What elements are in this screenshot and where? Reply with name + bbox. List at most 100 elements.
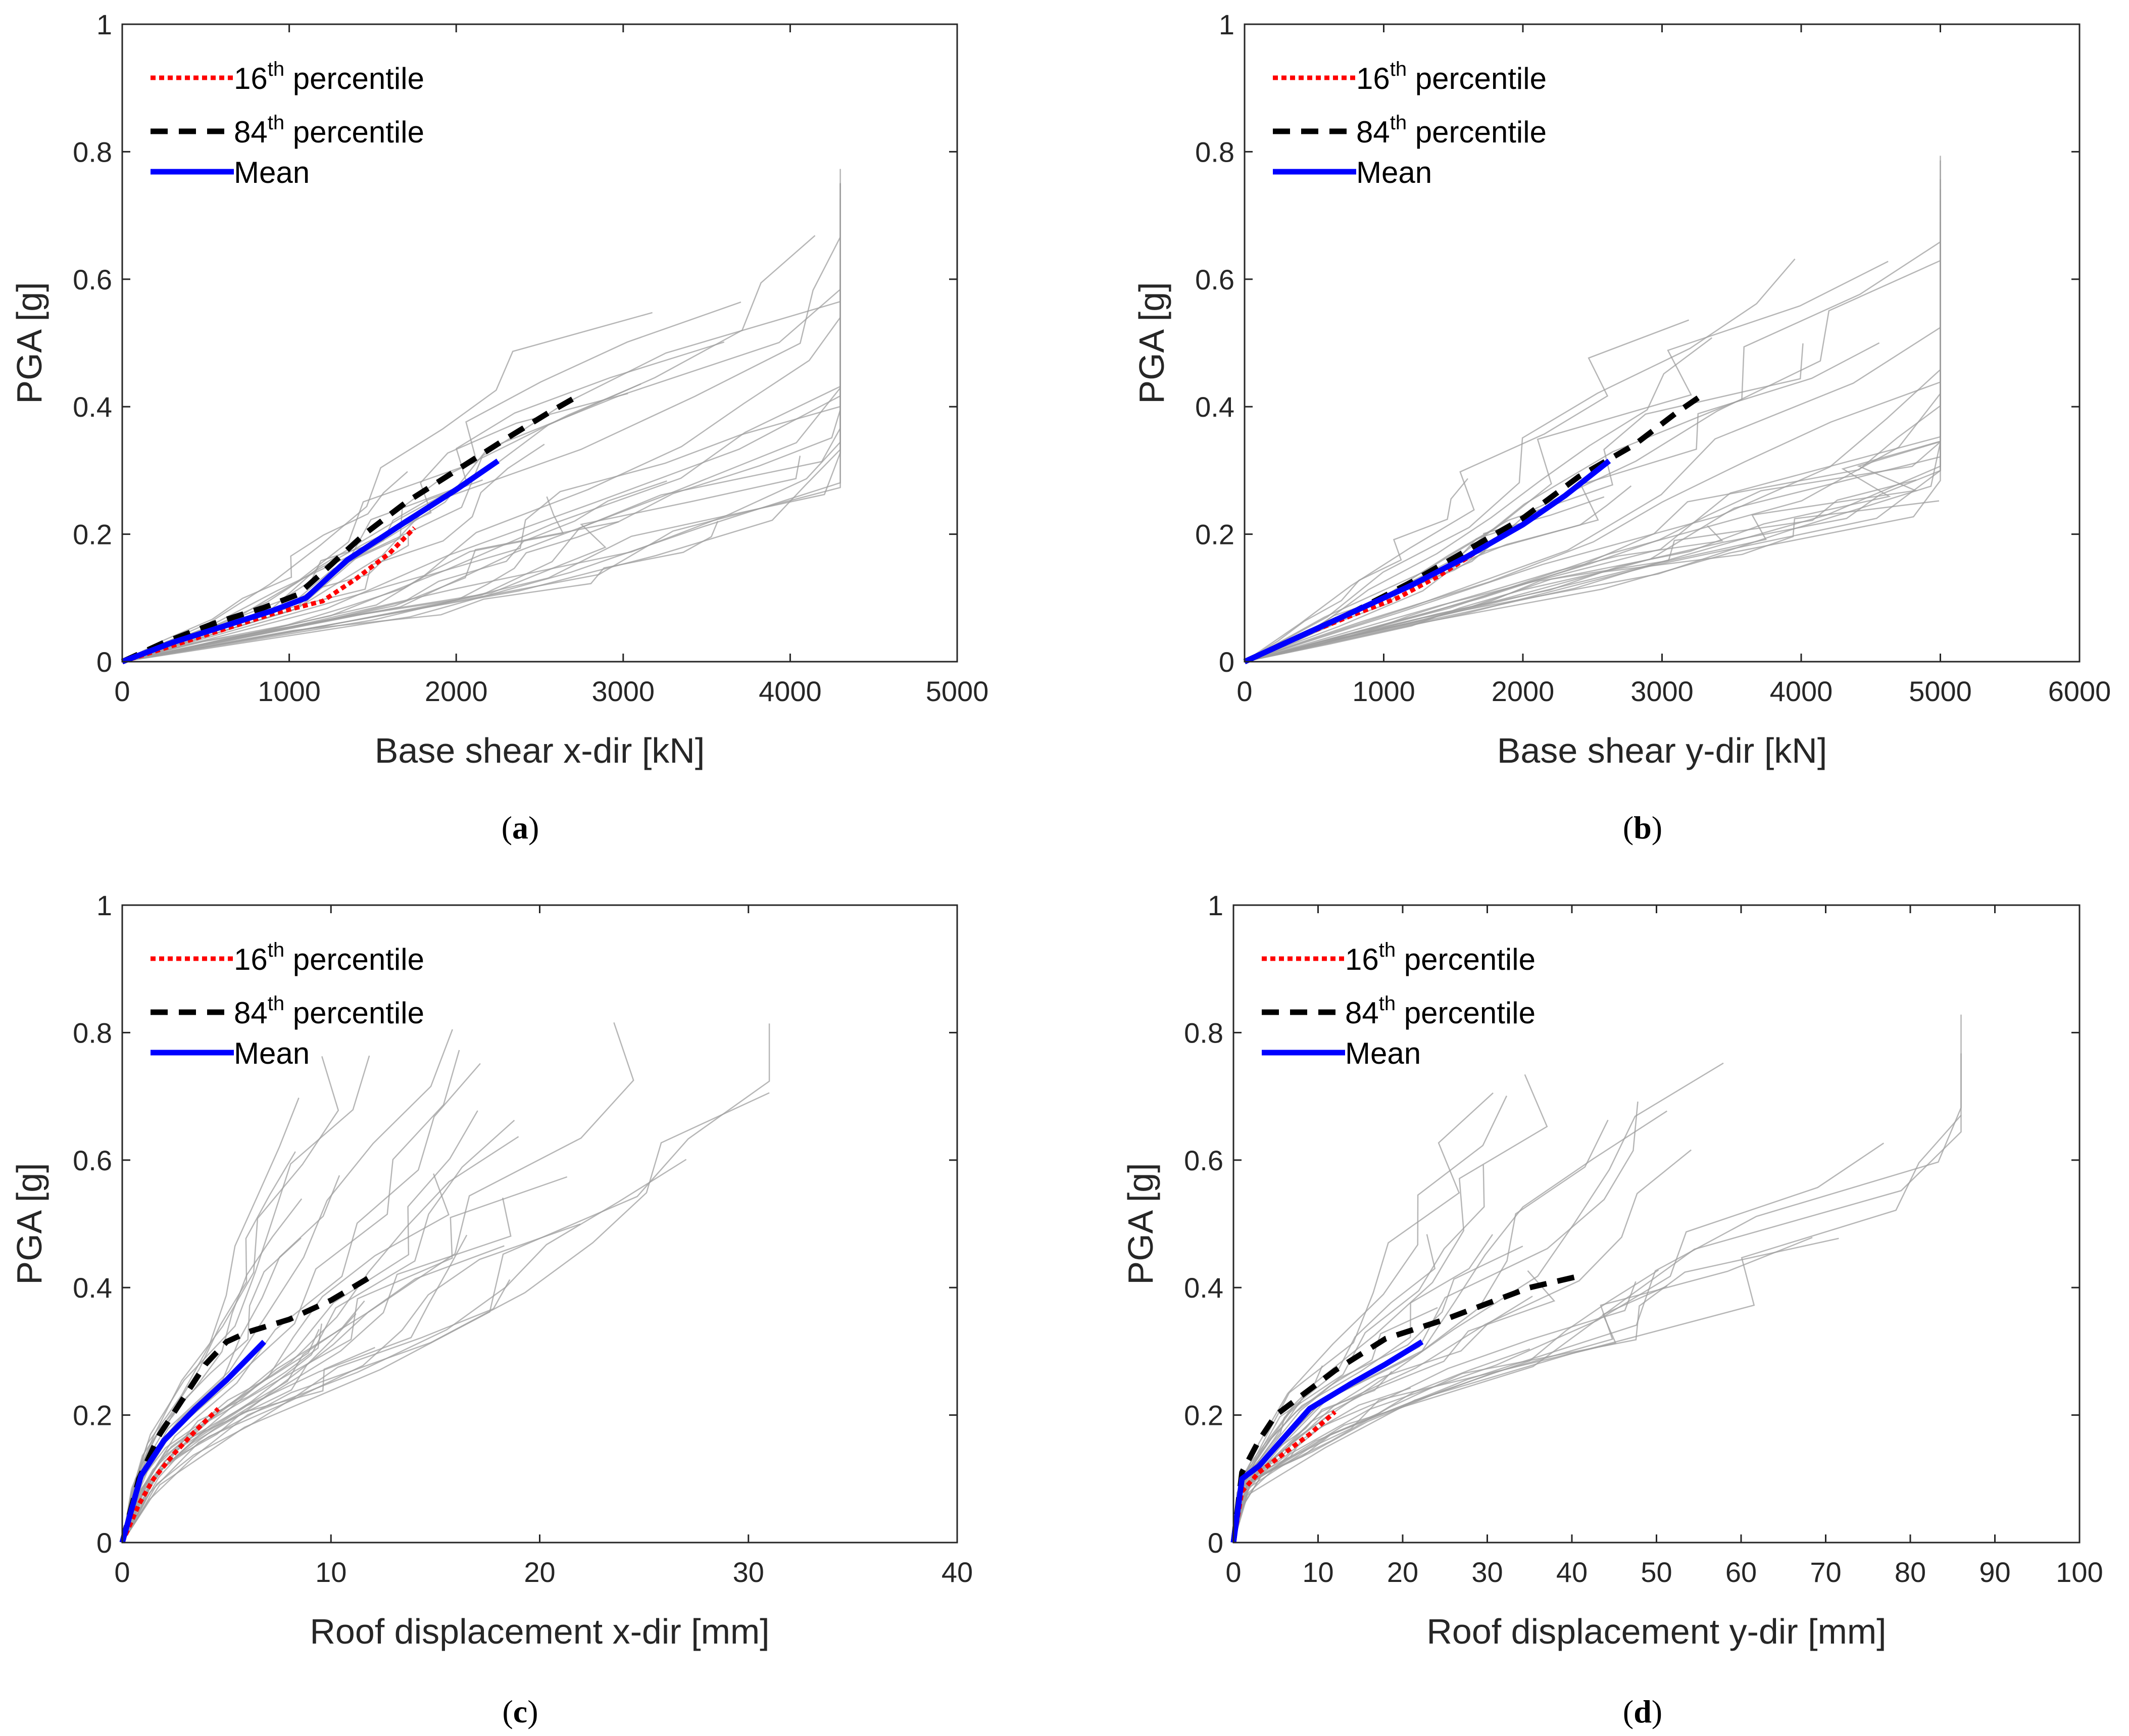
x-axis-label: Base shear y-dir [kN]: [1497, 731, 1827, 770]
x-tick-label: 5000: [1909, 675, 1972, 707]
x-tick-label: 4000: [1770, 675, 1833, 707]
ida-curve: [122, 1198, 512, 1543]
ida-curve: [122, 406, 840, 662]
y-tick-label: 0.4: [1195, 391, 1234, 423]
ida-curve: [1233, 1285, 1668, 1543]
legend: 16th percentile 84th percentile Mean: [1262, 939, 1536, 1070]
ida-curves: [1233, 1014, 1962, 1543]
y-tick-label: 0.4: [73, 1272, 112, 1304]
x-tick-label: 80: [1895, 1556, 1926, 1588]
ida-curves: [122, 1022, 770, 1543]
ida-curve: [1245, 478, 1468, 662]
y-axis-label: PGA [g]: [10, 1163, 49, 1284]
ida-curve: [122, 343, 841, 662]
y-tick-label: 0.6: [73, 264, 112, 295]
ida-curve: [122, 341, 725, 662]
y-tick-label: 0.8: [73, 1017, 112, 1049]
x-tick-label: 30: [1471, 1556, 1503, 1588]
x-tick-label: 1000: [258, 675, 321, 707]
y-tick-label: 0: [1208, 1527, 1223, 1559]
series-line-solid: [1230, 1339, 1424, 1543]
ida-curve: [122, 1159, 687, 1543]
y-tick-label: 0.6: [73, 1145, 112, 1176]
legend: 16th percentile 84th percentile Mean: [1273, 58, 1547, 189]
ida-curve: [122, 1234, 468, 1543]
ida-curve: [1233, 1234, 1436, 1543]
x-tick-label: 0: [1236, 675, 1252, 707]
ida-curve: [1245, 342, 1880, 662]
series-line-dotted: [121, 526, 416, 664]
x-tick-label: 2000: [1492, 675, 1555, 707]
y-tick-label: 0.4: [1184, 1272, 1223, 1304]
y-axis-label: PGA [g]: [1121, 1163, 1160, 1284]
ida-curve: [1245, 374, 1941, 662]
series-line-dashed: [121, 391, 583, 664]
ida-curve: [122, 1323, 323, 1543]
x-axis-label: Roof displacement x-dir [mm]: [310, 1612, 769, 1651]
series-line-dashed: [119, 1275, 370, 1544]
panel-caption: (a): [502, 810, 539, 846]
y-tick-label: 1: [96, 9, 112, 40]
ida-curve: [1245, 261, 1889, 662]
y-tick-label: 1: [1219, 9, 1234, 40]
ida-curve: [1233, 1014, 1962, 1543]
ida-curve: [122, 1023, 770, 1543]
ida-curve: [122, 270, 841, 662]
ida-curve: [122, 183, 841, 662]
y-tick-label: 0.2: [73, 1400, 112, 1431]
x-tick-label: 0: [114, 1556, 130, 1588]
chart-panel-d: 0 10 20 30 40 50 60 70 80 90 100 0 0.2 0.4 0.6 0.8 1 Roof…: [1121, 889, 2103, 1729]
panel-caption: (b): [1623, 810, 1662, 846]
ida-curve: [122, 1098, 300, 1543]
legend-entry-label: 84th percentile: [1356, 112, 1547, 149]
legend-entry-label: Mean: [234, 1036, 310, 1070]
ida-curve: [1233, 1115, 1962, 1543]
ida-curve: [1245, 210, 1941, 662]
y-tick-label: 0.8: [1195, 136, 1234, 168]
ida-curve: [122, 312, 653, 662]
ida-curve: [1233, 1143, 1885, 1543]
ida-curve: [122, 1245, 505, 1543]
x-tick-label: 90: [1979, 1556, 2010, 1588]
ida-curve: [1233, 1053, 1962, 1543]
x-tick-label: 50: [1641, 1556, 1672, 1588]
ida-curve: [1245, 258, 1796, 662]
y-tick-label: 0.2: [73, 519, 112, 551]
ida-curve: [122, 1151, 296, 1543]
ida-curve: [122, 1055, 370, 1543]
ida-curve: [122, 199, 841, 662]
y-tick-label: 0: [96, 646, 112, 678]
x-axis-label: Roof displacement y-dir [mm]: [1426, 1612, 1886, 1651]
ida-curve: [1233, 1110, 1667, 1543]
y-axis-label: PGA [g]: [1132, 282, 1171, 404]
x-tick-label: 40: [942, 1556, 973, 1588]
ida-curve: [122, 183, 841, 662]
chart-panel-c: 0 10 20 30 40 0 0.2 0.4 0.6 0.8 1 Roof displacement…: [10, 889, 973, 1729]
ida-curve: [1233, 1062, 1724, 1543]
legend-entry-label: 16th percentile: [1345, 939, 1536, 976]
ida-curve: [122, 1063, 481, 1543]
ida-curve: [1233, 1074, 1548, 1543]
y-tick-label: 0.2: [1195, 519, 1234, 551]
x-tick-label: 40: [1556, 1556, 1588, 1588]
legend-entry-label: 16th percentile: [234, 58, 424, 95]
series-line-dashed: [1230, 1272, 1586, 1543]
series-line-dashed: [1243, 391, 1706, 664]
ida-curve: [122, 274, 841, 662]
ida-curve: [1245, 231, 1941, 662]
ida-curve: [122, 235, 816, 662]
y-tick-label: 0: [1219, 646, 1234, 678]
y-tick-label: 0: [96, 1527, 112, 1559]
x-tick-label: 6000: [2048, 675, 2111, 707]
ida-curve: [1233, 1119, 1609, 1543]
series-line-solid: [121, 458, 500, 665]
x-tick-label: 20: [524, 1556, 555, 1588]
ida-curve: [122, 1022, 634, 1543]
legend: 16th percentile 84th percentile Mean: [151, 939, 424, 1070]
x-tick-label: 0: [1225, 1556, 1241, 1588]
ida-curve: [122, 301, 741, 662]
x-tick-label: 10: [315, 1556, 346, 1588]
y-tick-label: 1: [96, 889, 112, 921]
panel-caption: (d): [1623, 1694, 1662, 1729]
